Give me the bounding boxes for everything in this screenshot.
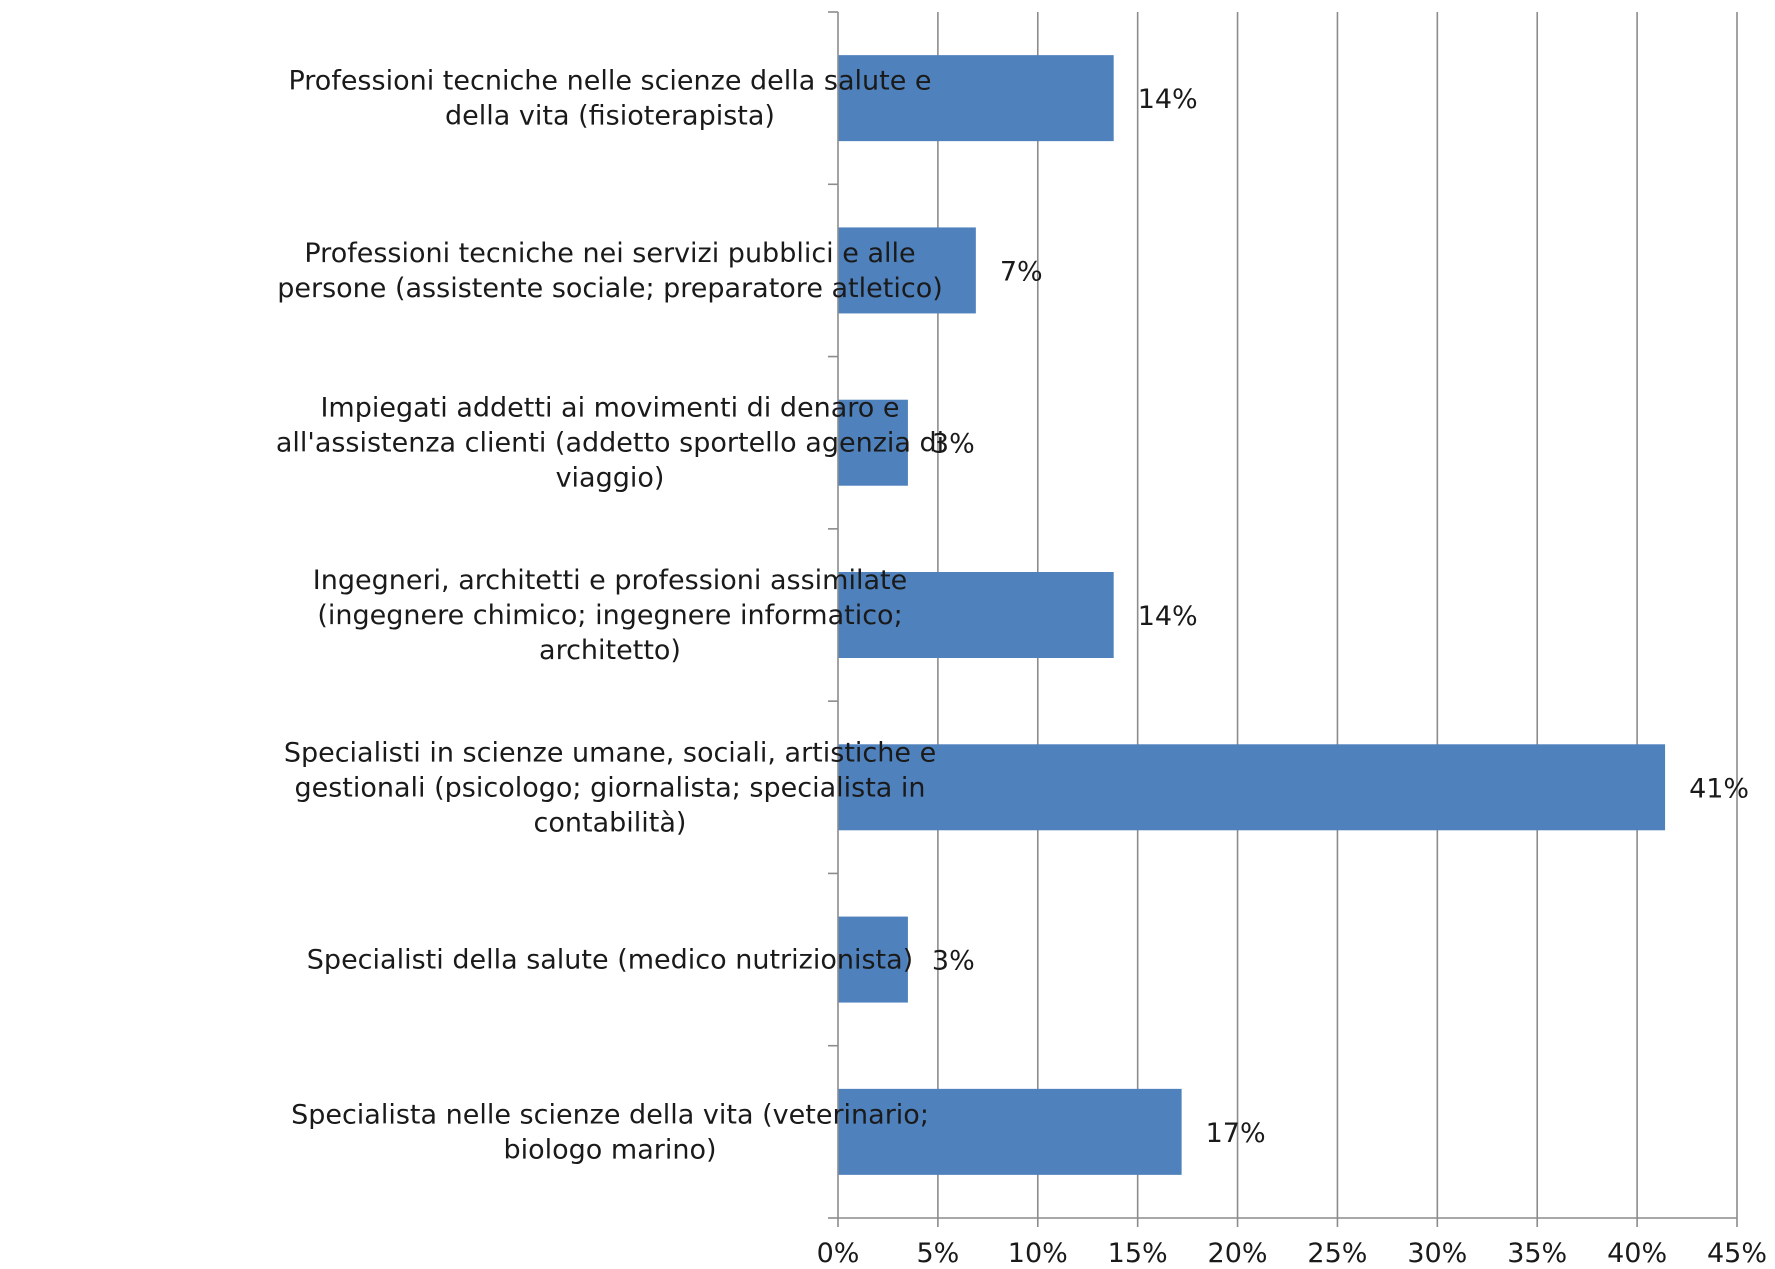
category-label-line: biologo marino) — [503, 1134, 716, 1165]
bar — [838, 227, 976, 314]
category-label-line: (ingegnere chimico; ingegnere informatic… — [317, 600, 902, 631]
bar — [838, 744, 1666, 831]
data-label: 41% — [1689, 773, 1749, 804]
bar — [838, 572, 1114, 658]
x-tick-label: 45% — [1707, 1238, 1767, 1269]
x-tick-label: 10% — [1008, 1238, 1068, 1269]
category-label-line: Specialista nelle scienze della vita (ve… — [291, 1099, 929, 1130]
bar — [838, 916, 908, 1003]
x-tick-label: 25% — [1307, 1238, 1367, 1269]
category-label: Specialista nelle scienze della vita (ve… — [291, 1099, 929, 1165]
bar — [838, 55, 1114, 142]
x-tick-label: 40% — [1607, 1238, 1667, 1269]
category-label-line: Professioni tecniche nei servizi pubblic… — [304, 238, 915, 269]
data-label: 7% — [1000, 256, 1043, 287]
x-tick-label: 15% — [1108, 1238, 1168, 1269]
category-label-line: contabilità) — [534, 807, 687, 838]
data-label: 14% — [1138, 601, 1198, 632]
x-tick-label: 20% — [1208, 1238, 1268, 1269]
x-tick-label: 0% — [817, 1238, 860, 1269]
category-label: Professioni tecniche nelle scienze della… — [288, 66, 931, 132]
bar — [838, 1088, 1182, 1175]
category-label-line: Impiegati addetti ai movimenti di denaro… — [320, 393, 899, 424]
category-label-line: viaggio) — [556, 463, 665, 494]
bar — [838, 399, 908, 486]
category-label: Specialisti della salute (medico nutrizi… — [307, 945, 913, 976]
data-label: 14% — [1138, 84, 1198, 115]
category-label-line: Specialisti in scienze umane, sociali, a… — [284, 737, 936, 768]
data-label: 17% — [1206, 1118, 1266, 1149]
category-label-line: Professioni tecniche nelle scienze della… — [288, 66, 931, 97]
category-label-line: Specialisti della salute (medico nutrizi… — [307, 945, 913, 976]
data-label: 3% — [932, 429, 975, 460]
category-label: Professioni tecniche nei servizi pubblic… — [277, 238, 943, 304]
category-label-line: gestionali (psicologo; giornalista; spec… — [294, 772, 925, 803]
x-tick-label: 30% — [1407, 1238, 1467, 1269]
x-tick-label: 5% — [916, 1238, 959, 1269]
category-label: Specialisti in scienze umane, sociali, a… — [284, 737, 936, 838]
category-label-line: all'assistenza clienti (addetto sportell… — [276, 428, 944, 459]
category-label: Impiegati addetti ai movimenti di denaro… — [276, 393, 944, 494]
category-label-line: della vita (fisioterapista) — [445, 101, 775, 132]
category-label-line: Ingegneri, architetti e professioni assi… — [313, 565, 907, 596]
category-label-line: persone (assistente sociale; preparatore… — [277, 273, 943, 304]
category-label: Ingegneri, architetti e professioni assi… — [313, 565, 907, 666]
category-label-line: architetto) — [539, 635, 681, 666]
data-label: 3% — [932, 946, 975, 977]
x-tick-label: 35% — [1507, 1238, 1567, 1269]
